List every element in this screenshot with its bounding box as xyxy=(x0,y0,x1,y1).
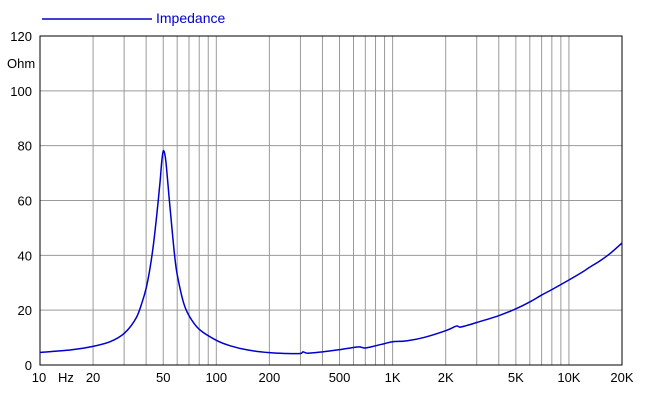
x-tick-label: 10 xyxy=(32,370,46,385)
legend: Impedance xyxy=(42,10,225,26)
x-tick-label: 50 xyxy=(156,370,170,385)
x-tick-label: 10K xyxy=(557,370,580,385)
y-tick-label: 120 xyxy=(10,29,32,44)
y-tick-label: 80 xyxy=(18,139,32,154)
x-tick-label: 500 xyxy=(329,370,351,385)
y-tick-label: 20 xyxy=(18,303,32,318)
y-tick-label: 100 xyxy=(10,84,32,99)
y-tick-label: 0 xyxy=(25,358,32,373)
x-tick-label: 200 xyxy=(259,370,281,385)
y-axis-label: Ohm xyxy=(7,56,35,71)
grid xyxy=(39,35,623,366)
x-tick-label: 2K xyxy=(438,370,454,385)
x-tick-label: 100 xyxy=(205,370,227,385)
plot-frame xyxy=(39,35,623,366)
x-tick-label: 20K xyxy=(610,370,633,385)
series-line-impedance xyxy=(39,149,623,355)
y-tick-label: 60 xyxy=(18,194,32,209)
x-tick-label: 5K xyxy=(508,370,524,385)
x-tick-label: 20 xyxy=(86,370,100,385)
y-tick-label: 40 xyxy=(18,248,32,263)
x-tick-label: 1K xyxy=(385,370,401,385)
x-axis-label: Hz xyxy=(58,370,74,385)
legend-entry-impedance: Impedance xyxy=(156,10,225,26)
x-axis-ticks: 10 20 50 100 200 500 1K 2K 5K 10K 20K xyxy=(32,370,634,385)
series-group xyxy=(39,149,623,355)
y-axis-ticks: 0 20 40 60 80 100 120 xyxy=(10,29,32,373)
